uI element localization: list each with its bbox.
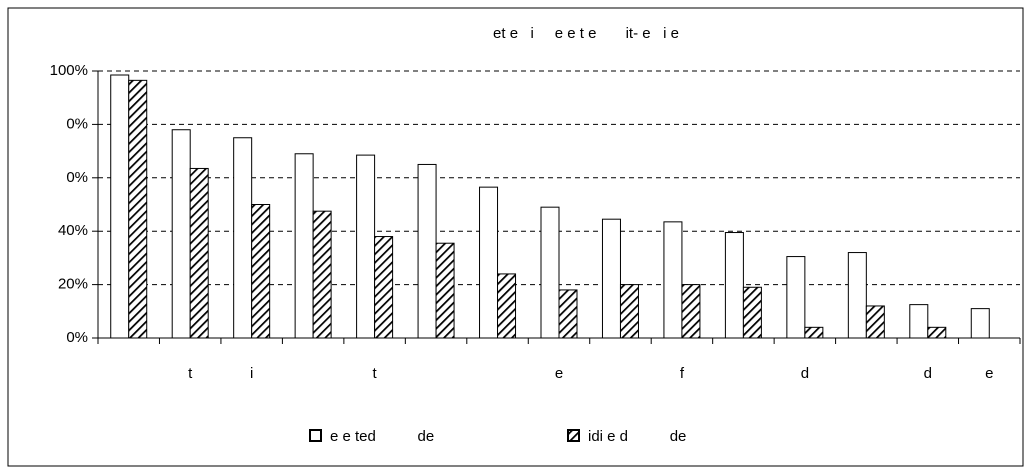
x-tick-label: f — [680, 365, 685, 382]
bar — [356, 154, 376, 339]
bar — [110, 74, 130, 339]
bar — [497, 273, 517, 339]
bar — [724, 232, 744, 339]
x-tick-label: e — [555, 365, 563, 382]
x-tick-label: d — [924, 365, 932, 382]
chart-title: et e i e e t e it- e i e — [493, 25, 679, 42]
y-tick-label: 20% — [58, 276, 88, 293]
chart-frame — [7, 7, 1024, 467]
y-tick-label: 100% — [50, 62, 88, 79]
y-tick-label: 0% — [66, 115, 88, 132]
bar — [435, 242, 455, 339]
y-tick-label: 40% — [58, 222, 88, 239]
bar — [374, 236, 394, 339]
x-tick-label: t — [188, 365, 193, 382]
bar — [558, 289, 578, 339]
bar — [312, 210, 332, 339]
bar — [970, 308, 990, 339]
legend-swatch — [309, 429, 322, 442]
bar — [909, 304, 929, 339]
bar — [171, 129, 191, 339]
bar — [251, 204, 271, 339]
bar — [742, 286, 762, 339]
bar — [847, 252, 867, 339]
legend-label: e e ted de — [330, 428, 434, 445]
x-tick-label: e — [985, 365, 993, 382]
bar — [927, 326, 947, 339]
bar — [786, 256, 806, 339]
y-tick-label: 0% — [66, 329, 88, 346]
bar — [294, 153, 314, 339]
x-tick-label: d — [801, 365, 809, 382]
bar — [417, 163, 437, 339]
bar — [233, 137, 253, 339]
bar — [540, 206, 560, 339]
y-tick-label: 0% — [66, 169, 88, 186]
legend-swatch — [567, 429, 580, 442]
bar — [865, 305, 885, 339]
bar — [601, 218, 621, 339]
bar — [804, 326, 824, 339]
bar — [479, 186, 499, 339]
bar — [128, 79, 148, 339]
x-tick-label: t — [373, 365, 378, 382]
legend-label: idi e d de — [588, 428, 686, 445]
bar — [663, 221, 683, 339]
bar — [189, 167, 209, 339]
bar — [681, 284, 701, 339]
bar — [619, 284, 639, 339]
x-tick-label: i — [250, 365, 253, 382]
